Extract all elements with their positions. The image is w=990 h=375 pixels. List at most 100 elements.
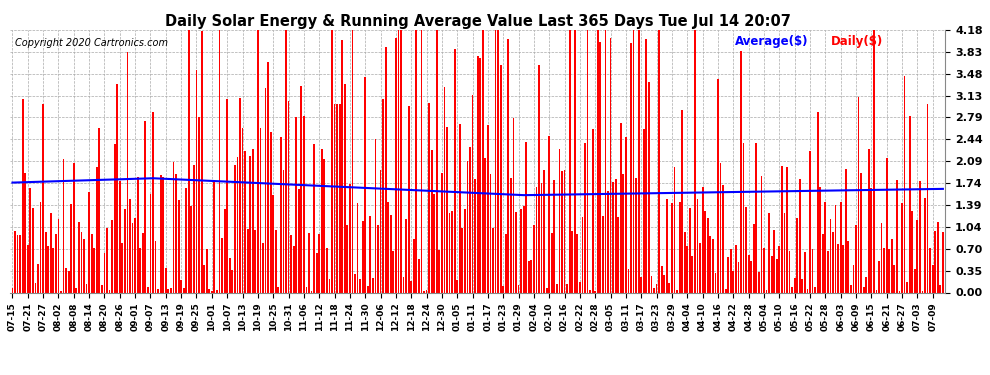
Bar [379, 170, 381, 292]
Text: Average($): Average($) [735, 35, 809, 48]
Bar [45, 232, 47, 292]
Bar [269, 132, 271, 292]
Bar [185, 188, 187, 292]
Bar [842, 245, 844, 292]
Bar [755, 143, 757, 292]
Bar [334, 105, 336, 292]
Title: Daily Solar Energy & Running Average Value Last 365 Days Tue Jul 14 20:07: Daily Solar Energy & Running Average Val… [164, 14, 791, 29]
Bar [752, 225, 754, 292]
Bar [645, 39, 647, 292]
Bar [149, 194, 151, 292]
Bar [367, 286, 368, 292]
Bar [479, 58, 481, 292]
Bar [502, 286, 504, 292]
Bar [277, 287, 279, 292]
Bar [451, 211, 453, 292]
Bar [78, 222, 80, 292]
Bar [589, 290, 591, 292]
Bar [628, 269, 630, 292]
Bar [456, 280, 458, 292]
Bar [776, 259, 777, 292]
Bar [303, 116, 305, 292]
Bar [807, 289, 808, 292]
Bar [584, 143, 586, 292]
Bar [382, 99, 384, 292]
Bar [553, 180, 555, 292]
Bar [67, 271, 69, 292]
Bar [940, 285, 941, 292]
Bar [904, 76, 906, 292]
Bar [254, 230, 256, 292]
Bar [398, 30, 399, 292]
Bar [127, 53, 129, 292]
Bar [930, 249, 931, 292]
Bar [914, 269, 916, 292]
Bar [135, 218, 136, 292]
Bar [679, 202, 680, 292]
Bar [691, 256, 693, 292]
Bar [847, 241, 849, 292]
Bar [75, 288, 77, 292]
Bar [689, 208, 691, 292]
Bar [883, 248, 885, 292]
Bar [539, 65, 540, 292]
Bar [337, 104, 338, 292]
Bar [741, 51, 742, 292]
Bar [605, 30, 607, 292]
Bar [129, 199, 131, 292]
Bar [655, 284, 657, 292]
Bar [650, 276, 652, 292]
Bar [623, 174, 625, 292]
Bar [272, 195, 274, 292]
Bar [868, 148, 869, 292]
Bar [835, 205, 837, 292]
Bar [159, 175, 161, 292]
Bar [421, 30, 423, 292]
Bar [901, 203, 903, 292]
Bar [196, 70, 197, 292]
Bar [783, 213, 785, 292]
Bar [852, 266, 854, 292]
Bar [275, 230, 276, 292]
Bar [364, 77, 366, 292]
Bar [484, 159, 486, 292]
Bar [395, 38, 397, 292]
Bar [331, 30, 333, 292]
Bar [221, 237, 223, 292]
Bar [88, 192, 90, 292]
Bar [697, 200, 698, 292]
Bar [518, 285, 520, 292]
Bar [35, 284, 37, 292]
Bar [300, 86, 302, 292]
Bar [515, 213, 517, 292]
Bar [62, 159, 64, 292]
Bar [771, 256, 772, 292]
Bar [410, 281, 412, 292]
Bar [610, 38, 612, 292]
Bar [232, 270, 234, 292]
Bar [820, 187, 821, 292]
Bar [439, 250, 441, 292]
Bar [32, 208, 34, 292]
Bar [571, 231, 573, 292]
Bar [285, 30, 287, 292]
Bar [441, 173, 443, 292]
Bar [229, 258, 231, 292]
Bar [558, 149, 560, 292]
Bar [641, 277, 643, 292]
Bar [855, 225, 857, 292]
Bar [405, 219, 407, 292]
Bar [180, 280, 182, 292]
Bar [906, 282, 908, 292]
Bar [239, 98, 241, 292]
Bar [862, 287, 864, 292]
Bar [311, 291, 313, 292]
Bar [673, 167, 675, 292]
Bar [490, 174, 491, 292]
Bar [528, 261, 530, 292]
Bar [694, 30, 696, 292]
Bar [104, 253, 105, 292]
Bar [745, 207, 747, 292]
Bar [374, 139, 376, 292]
Bar [631, 43, 632, 292]
